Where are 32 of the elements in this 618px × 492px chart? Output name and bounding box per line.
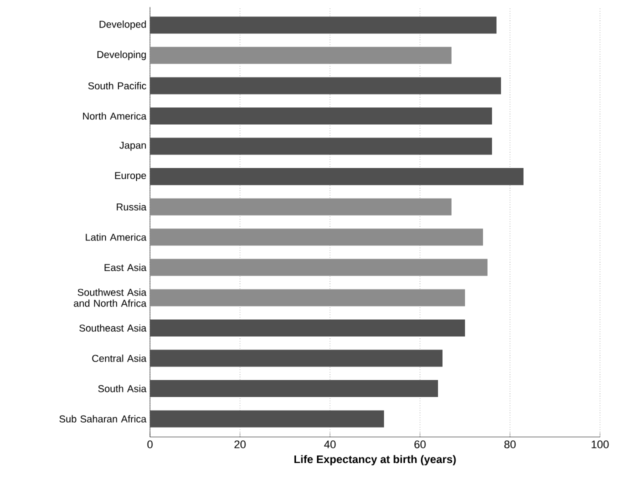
bar [150,46,452,64]
bar [150,138,492,155]
x-tick-label: 0 [147,440,153,448]
x-tick-label: 100 [592,440,609,448]
x-axis-title: Life Expectancy at birth (years) [294,455,456,466]
y-tick-label: North America [83,112,146,120]
y-tick-label: Sub Saharan Africa [59,415,146,422]
bar [150,380,438,398]
y-tick-label: Japan [120,142,146,151]
y-tick-label: Developed [100,20,146,30]
bar [150,228,484,246]
y-tick-label: Latin America [86,233,146,241]
x-tick-label: 20 [234,440,246,448]
x-tick-label: 80 [504,440,516,448]
y-tick-label: East Asia [104,264,146,272]
bar [150,168,524,186]
bar [150,319,466,336]
bar [150,410,384,428]
y-tick-label: South Asia [98,384,146,392]
y-tick-label: Developing [97,50,146,60]
y-tick-label: Central Asia [92,354,146,362]
x-tick-label: 60 [414,440,426,448]
bar [150,108,492,124]
y-tick-label: Southeast Asia [79,324,146,332]
bar [150,77,502,94]
y-tick-label: Southwest Asia and North Africa [74,288,146,307]
bar [150,350,443,367]
y-tick-label: Russia [116,203,146,210]
x-tick-label: 40 [324,440,336,448]
y-tick-label: Europe [115,172,146,182]
bar [150,16,497,34]
y-tick-label: South Pacific [88,82,146,90]
